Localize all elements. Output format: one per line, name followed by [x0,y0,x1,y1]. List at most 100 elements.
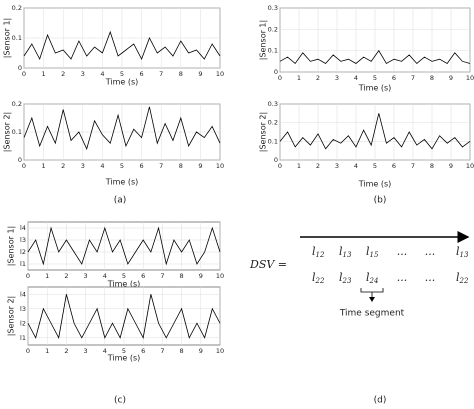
x-tick-label: 3 [84,347,88,355]
x-tick-label: 0 [26,272,30,280]
x-tick-label: 7 [411,74,415,82]
x-tick-label: 2 [61,70,65,78]
y-tick-label: 0.2 [268,25,278,33]
dsv-cell: l13 [339,245,352,259]
x-tick-label: 6 [141,272,145,280]
y-tick-label: l4 [20,290,26,298]
x-tick-label: 8 [179,70,183,78]
dsv-subscript: 22 [315,277,325,285]
x-axis-label: Time (s) [105,78,139,87]
x-tick-label: 4 [103,347,107,355]
x-tick-label: 1 [42,162,46,170]
dsv-lhs: DSV = [249,258,287,271]
x-axis-label: Time (s) [107,280,141,289]
x-tick-label: 5 [120,70,124,78]
dsv-subscript: 23 [342,277,352,285]
x-axis-label: Time (s) [358,84,392,93]
x-tick-label: 6 [140,162,144,170]
x-tick-label: 4 [354,162,358,170]
signal-line [23,30,221,61]
x-tick-label: 8 [180,347,184,355]
dsv-cell: l22 [456,271,469,285]
dsv-letter: l [312,245,316,258]
x-tick-label: 2 [316,74,320,82]
x-tick-label: 3 [84,272,88,280]
x-tick-label: 5 [122,347,126,355]
x-tick-label: 3 [335,162,339,170]
dsv-subscript: 13 [343,251,352,259]
x-tick-label: 9 [198,70,202,78]
segment-label: Time segment [339,309,405,319]
x-tick-label: 4 [100,162,104,170]
x-tick-label: 3 [81,162,85,170]
y-axis-label: |Sensor 2| [259,112,268,152]
x-tick-label: 1 [297,74,301,82]
y-axis-label: |Sensor 2| [3,112,12,152]
x-tick-label: 6 [141,347,145,355]
y-tick-label: l2 [20,319,26,327]
signal-line [27,226,221,266]
segment-arrowhead [369,297,375,302]
dsv-letter: l [366,245,370,258]
x-tick-label: 7 [160,272,164,280]
x-tick-label: 2 [316,162,320,170]
y-tick-label: 0.1 [268,137,278,145]
x-tick-label: 5 [373,74,377,82]
x-tick-label: 1 [45,347,49,355]
y-tick-label: l1 [20,260,26,268]
dsv-ellipsis: ... [397,245,408,258]
x-tick-label: 0 [278,162,282,170]
y-tick-label: 0.2 [12,100,22,108]
y-tick-label: 0 [18,64,22,72]
signal-line [279,113,471,150]
y-tick-label: l1 [20,334,26,342]
y-tick-label: 0.2 [12,4,22,12]
y-tick-label: 0.1 [12,128,22,136]
x-tick-label: 7 [160,347,164,355]
dsv-letter: l [312,271,316,284]
x-tick-label: 7 [159,70,163,78]
dsv-cell: l24 [366,271,378,285]
x-tick-label: 8 [430,162,434,170]
panel-label: (a) [114,196,127,206]
x-tick-label: 6 [392,74,396,82]
dsv-ellipsis: ... [397,271,408,284]
y-tick-label: 0 [274,156,278,164]
signal-line [279,49,471,65]
signal-line [27,294,221,339]
x-tick-label: 3 [81,70,85,78]
x-tick-label: 4 [103,272,107,280]
x-tick-label: 8 [179,162,183,170]
dsv-cell: l15 [366,245,379,259]
x-tick-label: 8 [180,272,184,280]
x-tick-label: 4 [354,74,358,82]
y-tick-label: 0 [18,156,22,164]
panel-label: (b) [374,196,387,206]
dsv-cell: l12 [312,245,325,259]
dsv-subscript: 13 [460,251,469,259]
x-tick-label: 10 [216,70,224,78]
x-tick-label: 10 [466,162,474,170]
x-tick-label: 1 [42,70,46,78]
y-tick-label: l4 [20,224,26,232]
x-tick-label: 9 [449,162,453,170]
x-tick-label: 2 [61,162,65,170]
dsv-ellipsis: ... [425,271,436,284]
y-tick-label: 0.3 [268,4,278,12]
x-tick-label: 9 [449,74,453,82]
x-tick-label: 3 [335,74,339,82]
dsv-letter: l [456,245,460,258]
x-tick-label: 6 [140,70,144,78]
signal-line [23,106,221,150]
y-tick-label: l3 [20,236,26,244]
dsv-subscript: 15 [370,251,379,259]
dsv-cell: l22 [312,271,325,285]
x-tick-label: 4 [100,70,104,78]
x-axis-label: Time (s) [107,354,141,363]
x-tick-label: 8 [430,74,434,82]
x-tick-label: 2 [64,347,68,355]
panel-label: (c) [114,396,126,406]
x-tick-label: 5 [122,272,126,280]
y-axis-label: |Sensor 1| [7,226,16,266]
